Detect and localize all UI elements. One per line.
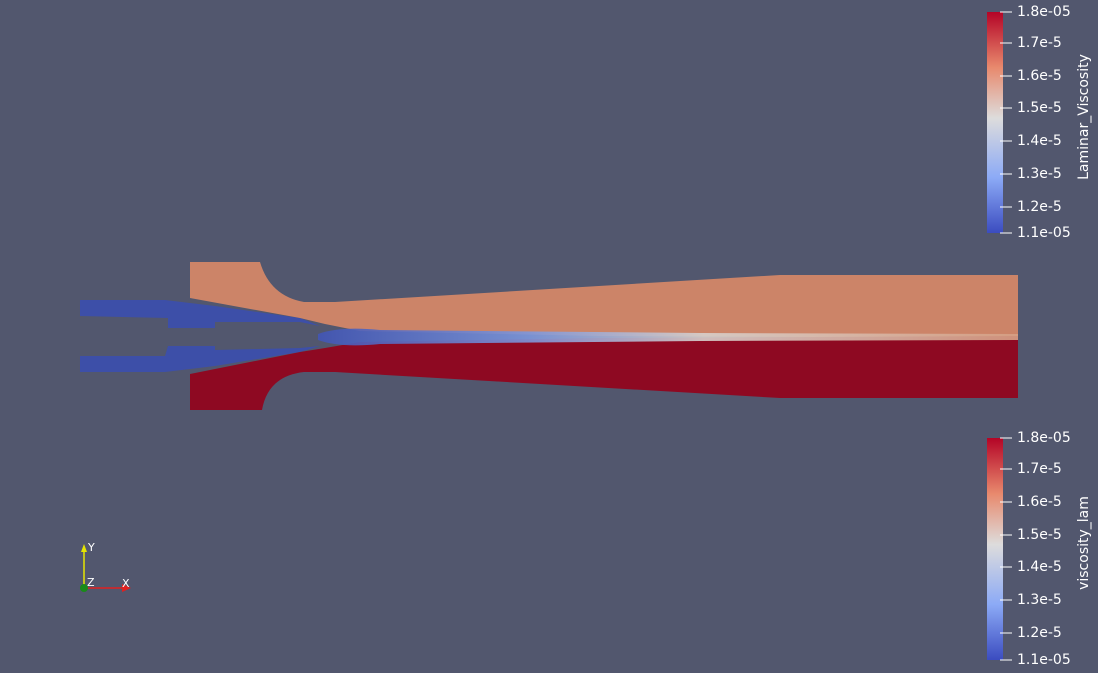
legend-tick-label: 1.6e-5 (1017, 68, 1062, 84)
legend-tick-label: 1.7e-5 (1017, 461, 1062, 477)
color-bar (987, 12, 1003, 233)
legend-tick-label: 1.4e-5 (1017, 559, 1062, 575)
legend-tick-label: 1.3e-5 (1017, 592, 1062, 608)
legend-title: Laminar_Viscosity (1076, 54, 1092, 180)
inlet-upper (80, 300, 320, 328)
legend-tick-label: 1.1e-05 (1017, 652, 1071, 668)
legend-ticks: 1.8e-05 1.7e-5 1.6e-5 1.5e-5 1.4e-5 1.3e-5 1.2… (1000, 4, 1071, 241)
axis-y-head (81, 544, 87, 552)
legend-tick-label: 1.3e-5 (1017, 166, 1062, 182)
inlet-lower (80, 346, 320, 372)
legend-tick-label: 1.6e-5 (1017, 494, 1062, 510)
legend-tick-label: 1.2e-5 (1017, 199, 1062, 215)
legend-ticks: 1.8e-05 1.7e-5 1.6e-5 1.5e-5 1.4e-5 1.3e-5 1.2… (1000, 430, 1071, 668)
legend-tick-label: 1.8e-05 (1017, 4, 1071, 20)
axis-z (80, 584, 88, 592)
legend-tick-label: 1.7e-5 (1017, 35, 1062, 51)
legend-tick-label: 1.1e-05 (1017, 225, 1071, 241)
legend-tick-label: 1.8e-05 (1017, 430, 1071, 446)
legend-tick-label: 1.5e-5 (1017, 527, 1062, 543)
legend-tick-label: 1.5e-5 (1017, 100, 1062, 116)
legend-title: viscosity_lam (1076, 496, 1092, 590)
jet-core (318, 328, 1018, 346)
domain-upper (190, 262, 1018, 338)
axis-x-head (122, 584, 131, 592)
axis-y-label: Y (87, 541, 95, 554)
axis-x-label: X (122, 577, 130, 590)
color-bar (987, 438, 1003, 660)
legend-tick-label: 1.4e-5 (1017, 133, 1062, 149)
legend-tick-label: 1.2e-5 (1017, 625, 1062, 641)
domain-lower (190, 336, 1018, 410)
axis-z-label: Z (87, 576, 95, 589)
